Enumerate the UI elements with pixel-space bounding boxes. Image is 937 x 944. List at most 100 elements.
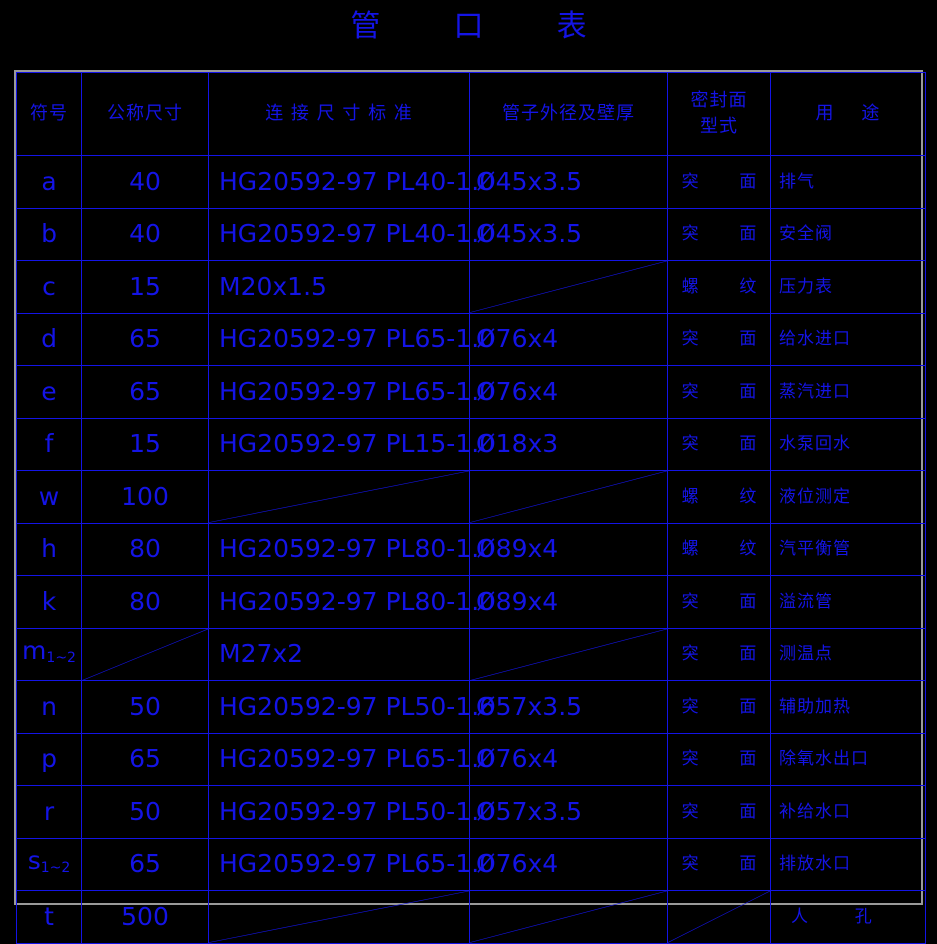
cell-connection-standard (208, 890, 470, 944)
cell-pipe-od-thickness-text: Ø45x3.5 (476, 219, 583, 249)
cell-usage-text: 安全阀 (779, 224, 833, 245)
cell-usage: 液位测定 (770, 470, 926, 524)
cell-sealing-face-type-text: 突 面 (681, 224, 767, 245)
cell-pipe-od-thickness: Ø18x3 (469, 417, 668, 471)
cell-nominal-size: 50 (81, 785, 209, 839)
empty-cell-diagonal (82, 629, 208, 681)
table-row: w 100 螺 纹液位测定 (16, 470, 926, 524)
cell-nominal-size: 15 (81, 417, 209, 471)
cell-pipe-od-thickness (469, 890, 668, 944)
cell-sealing-face-type-text: 螺 纹 (681, 276, 767, 297)
cell-pipe-od-thickness-text: Ø57x3.5 (476, 796, 583, 826)
cell-nominal-size-text: 15 (129, 271, 161, 301)
column-header-usage-label: 用 途 (815, 103, 881, 124)
page-title: 管 口 表 (350, 9, 605, 44)
cell-sealing-face-type-text: 突 面 (681, 749, 767, 770)
cell-nominal-size-text: 65 (129, 744, 161, 774)
cell-connection-standard: HG20592-97 PL65-1.0 (208, 312, 496, 366)
cell-usage-text: 压力表 (779, 276, 833, 297)
cell-pipe-od-thickness-text: Ø76x4 (476, 376, 559, 406)
cell-connection-standard: HG20592-97 PL40-1.0 (208, 207, 495, 261)
cell-nominal-size: 40 (81, 207, 209, 261)
table-row: k 80 HG20592-97 PL80-1.0 Ø89x4 突 面溢流管 (16, 575, 926, 629)
cell-sealing-face-type-text: 突 面 (681, 801, 767, 822)
table-row: e 65 HG20592-97 PL65-1.0 Ø76x4 突 面蒸汽进口 (16, 365, 926, 419)
cell-symbol-text: n (41, 691, 57, 721)
cell-usage-text: 补给水口 (779, 801, 851, 822)
cell-nominal-size-text: 65 (129, 376, 161, 406)
cell-usage-text: 蒸汽进口 (779, 381, 851, 402)
empty-cell-diagonal (470, 261, 667, 313)
table-row: f 15 HG20592-97 PL15-1.0 Ø18x3 突 面水泵回水 (16, 417, 926, 471)
cell-nominal-size-text: 65 (129, 849, 161, 879)
cell-sealing-face-type: 螺 纹 (667, 522, 771, 576)
cell-connection-standard: HG20592-97 PL80-1.0 (208, 522, 496, 576)
cell-symbol: n (16, 680, 82, 734)
empty-cell-diagonal (209, 471, 469, 523)
cell-pipe-od-thickness-text: Ø89x4 (476, 534, 559, 564)
cell-sealing-face-type: 突 面 (667, 732, 771, 786)
cell-usage: 排放水口 (770, 837, 926, 891)
table-row: d 65 HG20592-97 PL65-1.0 Ø76x4 突 面给水进口 (16, 312, 926, 366)
table-row: n 50 HG20592-97 PL50-1.6 Ø57x3.5 突 面辅助加热 (16, 680, 926, 734)
cell-connection-standard-text: HG20592-97 PL65-1.0 (219, 849, 496, 879)
cell-connection-standard: HG20592-97 PL65-1.0 (208, 837, 496, 891)
table-row: b 40 HG20592-97 PL40-1.0 Ø45x3.5 突 面安全阀 (16, 207, 926, 261)
cell-sealing-face-type: 突 面 (667, 417, 771, 471)
cell-sealing-face-type: 突 面 (667, 365, 771, 419)
cell-nominal-size: 40 (81, 155, 209, 209)
cell-sealing-face-type: 突 面 (667, 837, 771, 891)
cell-sealing-face-type-text: 突 面 (681, 381, 767, 402)
cell-usage-text: 人 孔 (791, 906, 884, 927)
cell-connection-standard-text: HG20592-97 PL80-1.0 (219, 534, 496, 564)
column-header-symbol: 符号 (16, 72, 82, 156)
cell-symbol-text: s1~2 (27, 845, 71, 876)
cell-pipe-od-thickness-text: Ø76x4 (476, 744, 559, 774)
cell-connection-standard-text: HG20592-97 PL65-1.0 (219, 324, 496, 354)
cell-nominal-size: 65 (81, 732, 209, 786)
cell-usage-text: 排气 (779, 171, 815, 192)
cell-nominal-size-text: 65 (129, 324, 161, 354)
cell-symbol: b (16, 207, 82, 261)
cell-symbol: t (16, 890, 82, 944)
cell-pipe-od-thickness-text: Ø18x3 (476, 429, 559, 459)
cell-usage-text: 汽平衡管 (779, 539, 851, 560)
column-header-nominal-size: 公称尺寸 (81, 72, 209, 156)
drawing-canvas: 管 口 表 符号 公称尺寸 连 接 尺 寸 标 准 (14, 9, 926, 944)
cell-pipe-od-thickness: Ø89x4 (469, 575, 668, 629)
cell-sealing-face-type: 突 面 (667, 575, 771, 629)
cell-pipe-od-thickness (469, 260, 668, 314)
cell-nominal-size-text: 40 (129, 219, 161, 249)
table-body: a 40 HG20592-97 PL40-1.0 Ø45x3.5 突 面排气 b 40 HG2… (16, 155, 926, 944)
table-header: 符号 公称尺寸 连 接 尺 寸 标 准 管子外径及壁厚 密封面 型式 (16, 72, 926, 156)
cell-symbol-text: a (41, 166, 57, 196)
cell-symbol: p (16, 732, 82, 786)
cell-usage-text: 液位测定 (779, 486, 851, 507)
cell-sealing-face-type: 螺 纹 (667, 470, 771, 524)
cell-connection-standard-text: HG20592-97 PL65-1.0 (219, 376, 496, 406)
cell-symbol: c (16, 260, 82, 314)
cell-nominal-size: 65 (81, 365, 209, 419)
cell-usage: 辅助加热 (770, 680, 926, 734)
cell-symbol: k (16, 575, 82, 629)
cell-symbol-text: c (42, 271, 56, 301)
cell-symbol: d (16, 312, 82, 366)
cell-connection-standard-text: M27x2 (219, 639, 304, 669)
cell-usage: 溢流管 (770, 575, 926, 629)
cell-symbol-text: w (38, 481, 60, 511)
cell-pipe-od-thickness: Ø76x4 (469, 732, 668, 786)
cell-nominal-size: 80 (81, 522, 209, 576)
cell-connection-standard-text: HG20592-97 PL50-1.0 (219, 796, 496, 826)
cell-sealing-face-type: 突 面 (667, 207, 771, 261)
cell-pipe-od-thickness (469, 627, 668, 681)
table-row: c 15 M20x1.5 螺 纹压力表 (16, 260, 926, 314)
cell-pipe-od-thickness: Ø89x4 (469, 522, 668, 576)
cell-usage: 蒸汽进口 (770, 365, 926, 419)
cell-nominal-size: 500 (81, 890, 209, 944)
cell-sealing-face-type-text: 突 面 (681, 696, 767, 717)
column-header-usage: 用 途 (770, 72, 926, 156)
cell-symbol: r (16, 785, 82, 839)
column-header-pipe-od-thickness-label: 管子外径及壁厚 (502, 103, 635, 124)
cell-pipe-od-thickness: Ø76x4 (469, 365, 668, 419)
header-row: 符号 公称尺寸 连 接 尺 寸 标 准 管子外径及壁厚 密封面 型式 (16, 72, 926, 156)
